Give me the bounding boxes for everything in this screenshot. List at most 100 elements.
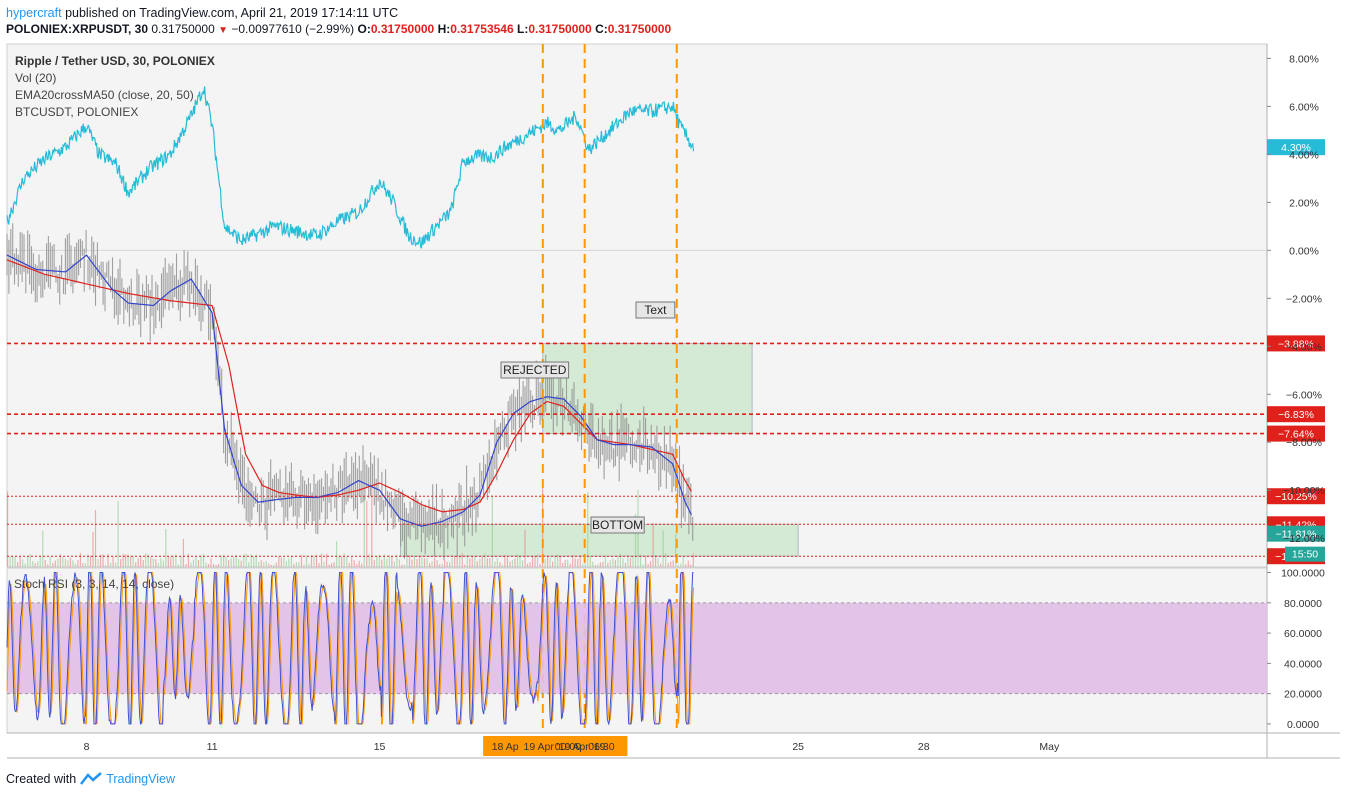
bottom-annotation-label[interactable]: BOTTOM xyxy=(592,518,643,532)
volume-bar xyxy=(12,555,14,567)
volume-bar xyxy=(655,555,657,567)
volume-bar xyxy=(192,559,195,567)
volume-bar xyxy=(582,564,584,567)
volume-bar xyxy=(677,564,679,567)
volume-bar xyxy=(290,556,293,567)
volume-bar xyxy=(378,554,380,567)
volume-bar xyxy=(368,554,370,567)
x-tick-label: May xyxy=(1039,741,1060,753)
text-annotation-label[interactable]: Text xyxy=(644,303,667,317)
text-annotation-box[interactable] xyxy=(635,301,676,319)
x-tick-label: 06:30 xyxy=(588,741,614,753)
volume-bar xyxy=(92,532,94,567)
horizontal-levels[interactable]: −3.88%−6.83%−7.64%−10.25%−11.42%−12.75%4… xyxy=(7,139,1325,565)
volume-bar xyxy=(652,523,654,567)
volume-bar xyxy=(341,556,343,567)
volume-bar xyxy=(167,556,169,567)
low-label: L: xyxy=(517,22,529,36)
volume-bar xyxy=(629,557,632,567)
volume-bar xyxy=(356,564,358,567)
legend-vol[interactable]: Vol (20) xyxy=(15,71,57,85)
rejected-annotation-label[interactable]: REJECTED xyxy=(503,363,567,377)
tradingview-brand[interactable]: TradingView xyxy=(106,772,175,786)
volume-bar xyxy=(416,559,418,567)
volume-bar xyxy=(220,555,222,567)
volume-bar xyxy=(145,553,147,567)
volume-bar xyxy=(303,564,305,567)
volume-bar xyxy=(54,560,56,567)
volume-bar xyxy=(140,556,142,567)
volume-bar xyxy=(298,562,300,567)
volume-bar xyxy=(444,559,446,567)
volume-bar xyxy=(396,554,398,567)
created-with-text: Created with xyxy=(6,772,77,786)
y-tick-label: 6.00% xyxy=(1289,101,1319,113)
y-tick-label: 2.00% xyxy=(1289,197,1319,209)
legend-btc[interactable]: BTCUSDT, POLONIEX xyxy=(15,105,139,119)
level-badge xyxy=(1267,425,1325,442)
volume-bar xyxy=(587,492,589,567)
volume-bar xyxy=(135,562,137,567)
volume-bar xyxy=(619,553,622,567)
rejected-annotation-box[interactable] xyxy=(500,361,570,379)
volume-bar xyxy=(79,553,82,567)
volume-bar xyxy=(132,556,134,567)
bottom-annotation-box[interactable] xyxy=(590,516,645,534)
y-tick-label: 8.00% xyxy=(1289,53,1319,65)
legend-ema[interactable]: EMA20crossMA50 (close, 20, 50) xyxy=(15,88,194,102)
volume-bar xyxy=(592,561,594,567)
countdown-label: 15:50 xyxy=(1292,549,1318,561)
volume-bar xyxy=(418,555,421,567)
volume-bar xyxy=(331,563,333,567)
volume-bar xyxy=(567,559,569,567)
x-tick-label: 8 xyxy=(84,741,90,753)
volume-bar xyxy=(37,561,39,567)
volume-bar xyxy=(682,556,684,567)
chart-legend: Ripple / Tether USD, 30, POLONIEX Vol (2… xyxy=(15,53,215,121)
volume-bar xyxy=(351,557,353,567)
volume-bar xyxy=(125,554,127,567)
volume-bar xyxy=(190,562,192,567)
volume-bar xyxy=(519,555,521,567)
volume-bar xyxy=(283,557,285,567)
volume-bar xyxy=(562,563,564,567)
x-tick-label: 15 xyxy=(374,741,386,753)
volume-bar xyxy=(64,558,66,567)
volume-bar xyxy=(102,554,104,567)
volume-bar xyxy=(14,556,16,567)
volume-bar xyxy=(376,555,378,567)
annotations[interactable]: Text REJECTED BOTTOM xyxy=(500,301,676,534)
volume-bar xyxy=(406,557,408,567)
volume-bar xyxy=(373,559,375,567)
stoch-legend[interactable]: Stoch RSI (3, 3, 14, 14, close) xyxy=(14,577,175,591)
volume-bar xyxy=(243,554,245,567)
volume-bar xyxy=(295,562,298,567)
volume-bar xyxy=(89,555,92,567)
volume-bar xyxy=(265,560,267,567)
volume-bar xyxy=(670,561,672,567)
volume-bar xyxy=(544,558,546,567)
price-badge-label: 4.30% xyxy=(1281,142,1311,154)
ma50-line xyxy=(6,259,692,513)
volume-bar xyxy=(127,554,129,567)
stoch-tick-label: 80.0000 xyxy=(1284,598,1322,610)
volume-bar xyxy=(584,563,586,567)
volume-bar xyxy=(639,554,642,567)
volume-bar xyxy=(358,560,360,567)
volume-bar xyxy=(464,564,466,567)
ema20-line xyxy=(6,254,692,527)
author-link[interactable]: hypercraft xyxy=(6,6,62,20)
volume-bar xyxy=(323,561,325,567)
volume-bar xyxy=(529,562,531,567)
volume-bar xyxy=(471,555,473,567)
y-tick-label: −10.00% xyxy=(1283,485,1325,497)
volume-bar xyxy=(217,563,220,567)
volume-bar xyxy=(657,558,659,567)
volume-bar xyxy=(278,556,280,567)
volume-bar xyxy=(170,557,172,567)
volume-bar xyxy=(501,564,503,567)
volume-bar xyxy=(305,555,308,567)
volume-bar xyxy=(383,554,385,567)
legend-main[interactable]: Ripple / Tether USD, 30, POLONIEX xyxy=(15,54,215,68)
